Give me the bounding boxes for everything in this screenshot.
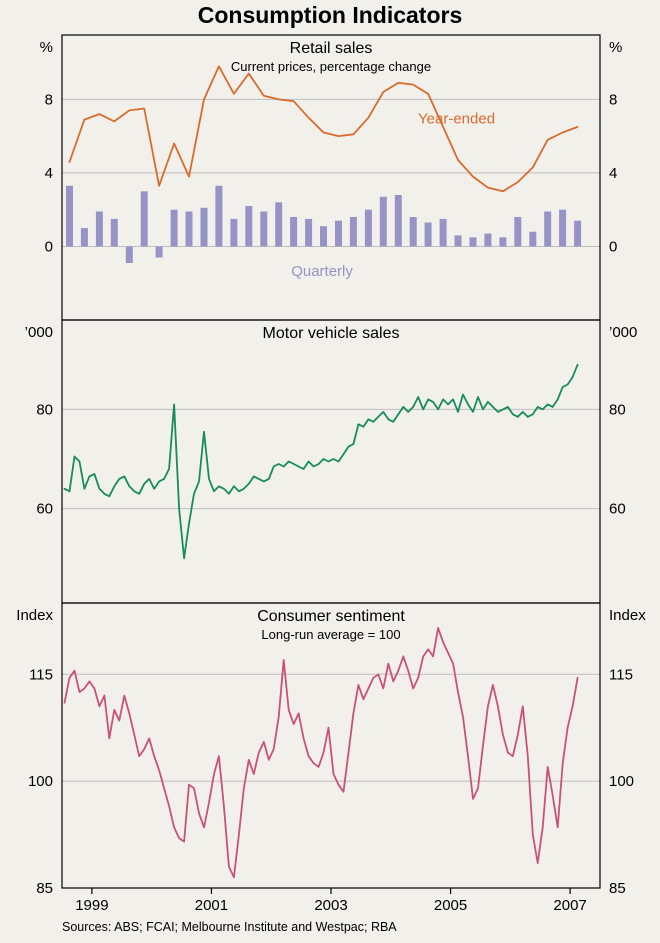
y-tick-label-right: 100 — [609, 773, 634, 790]
x-tick-label: 2007 — [553, 897, 586, 914]
line-consumer-sentiment — [63, 627, 579, 879]
x-tick-label: 2005 — [434, 897, 467, 914]
bar-quarterly — [305, 218, 313, 247]
bar-quarterly — [559, 209, 567, 247]
bar-quarterly — [469, 237, 477, 247]
bar-quarterly — [185, 211, 193, 247]
bar-quarterly — [574, 220, 582, 247]
y-tick-label-right: 80 — [609, 401, 626, 418]
bar-quarterly — [110, 218, 118, 247]
bar-quarterly — [260, 211, 268, 247]
bar-quarterly — [424, 222, 432, 247]
bar-quarterly — [499, 237, 507, 247]
bar-quarterly — [529, 231, 537, 247]
axis-unit-left: Index — [16, 607, 53, 624]
bar-quarterly — [230, 218, 238, 247]
bar-quarterly — [215, 185, 223, 247]
y-tick-label-left: 100 — [28, 773, 53, 790]
bar-quarterly — [394, 195, 402, 247]
panel-subtitle: Long-run average = 100 — [261, 627, 400, 642]
sources-note: Sources: ABS; FCAI; Melbourne Institute … — [62, 920, 397, 934]
x-tick-label: 2001 — [195, 897, 228, 914]
panel-subtitle: Current prices, percentage change — [231, 59, 431, 74]
bar-quarterly — [245, 206, 253, 247]
series-label: Quarterly — [291, 263, 353, 280]
series-label: Year-ended — [418, 110, 495, 127]
y-tick-label-left: 4 — [45, 165, 53, 182]
x-tick-label: 1999 — [75, 897, 108, 914]
bar-quarterly — [80, 228, 88, 247]
y-tick-label-right: 85 — [609, 880, 626, 897]
y-tick-label-right: 8 — [609, 91, 617, 108]
line-year-ended — [68, 65, 579, 193]
axis-unit-left: % — [40, 39, 53, 56]
panel-title: Retail sales — [290, 40, 373, 57]
y-tick-label-left: 80 — [36, 401, 53, 418]
bar-quarterly — [335, 220, 342, 247]
axis-unit-right: Index — [609, 607, 646, 624]
y-tick-label-right: 4 — [609, 165, 617, 182]
bar-quarterly — [454, 235, 462, 247]
bar-quarterly — [66, 185, 73, 247]
bar-quarterly — [140, 191, 148, 247]
bar-quarterly — [544, 211, 552, 247]
x-tick-label: 2003 — [314, 897, 347, 914]
bar-quarterly — [379, 196, 387, 247]
y-tick-label-left: 60 — [36, 501, 53, 518]
bar-quarterly — [484, 233, 492, 247]
panel-title: Consumer sentiment — [257, 608, 405, 625]
bar-quarterly — [95, 211, 103, 247]
axis-unit-right: % — [609, 39, 622, 56]
axis-unit-right: ’000 — [609, 324, 637, 341]
line-motor-vehicle-sales — [63, 363, 579, 560]
bar-quarterly — [290, 217, 298, 247]
bar-quarterly — [364, 209, 372, 247]
y-tick-label-right: 115 — [609, 666, 633, 683]
panel-frame — [61, 319, 601, 604]
bar-quarterly — [170, 209, 178, 247]
y-tick-label-left: 85 — [36, 880, 53, 897]
y-tick-label-right: 0 — [609, 238, 617, 255]
axis-unit-left: ’000 — [25, 324, 53, 341]
panel-title: Motor vehicle sales — [263, 325, 400, 342]
bar-quarterly — [409, 217, 417, 247]
bar-quarterly — [275, 202, 283, 247]
y-tick-label-left: 8 — [45, 91, 53, 108]
bar-quarterly — [125, 246, 133, 263]
bar-quarterly — [155, 246, 163, 258]
bar-quarterly — [320, 226, 327, 247]
y-tick-label-right: 60 — [609, 501, 626, 518]
bar-quarterly — [514, 217, 522, 247]
y-tick-label-left: 115 — [29, 666, 53, 683]
bar-quarterly — [439, 218, 447, 247]
bar-quarterly — [349, 217, 357, 247]
chart-title: Consumption Indicators — [197, 2, 463, 28]
y-tick-label-left: 0 — [45, 238, 53, 255]
bar-quarterly — [200, 207, 208, 247]
